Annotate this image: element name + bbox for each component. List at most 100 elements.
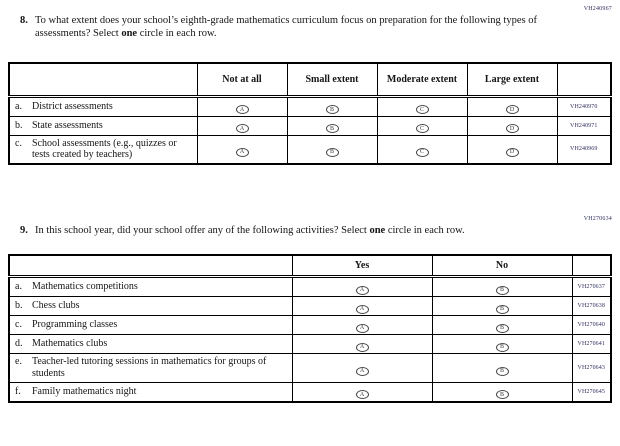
option-cell-no: B [431,334,573,355]
question-text-segment: circle in each row. [385,225,465,237]
answer-bubble-not-at-all[interactable]: A [235,124,249,134]
answer-bubble-not-at-all[interactable]: A [235,105,249,115]
row-text: Chess clubs [32,300,80,312]
answer-bubble-moderate-extent[interactable]: C [415,105,429,115]
row-item: b. State assessments [8,115,198,136]
answer-bubble-large-extent[interactable]: D [505,105,519,115]
answer-bubble-moderate-extent[interactable]: C [415,147,429,157]
answer-bubble-yes[interactable]: A [355,342,369,352]
option-cell-not-at-all: A [196,95,288,117]
question-8: VH240967 8. To what extent does your sch… [8,0,612,166]
option-column-header-yes: Yes [291,254,433,279]
table-row-a: a. District assessments A B C D VH240970 [8,95,612,117]
row-text: Mathematics clubs [32,338,108,350]
row-label: a. [15,100,22,112]
row-item: e. Teacher-led tutoring sessions in mathe… [8,353,293,383]
option-column-header-not-at-all: Not at all [196,62,288,98]
row-item: d. Mathematics clubs [8,334,293,355]
question-9-text: In this school year, did your school off… [35,225,537,238]
option-cell-yes: A [291,315,433,336]
answer-bubble-no[interactable]: B [495,366,509,376]
option-cell-large-extent: D [466,95,558,117]
option-cell-small-extent: B [286,95,378,117]
option-cell-small-extent: B [286,134,378,165]
code-column-header-blank [571,254,612,279]
answer-bubble-small-extent[interactable]: B [325,124,339,134]
question-text-segment: In this school year, did your school off… [35,225,370,237]
option-column-header-no: No [431,254,573,279]
answer-bubble-small-extent[interactable]: B [325,105,339,115]
row-item: f. Family mathematics night [8,381,293,403]
option-cell-moderate-extent: C [376,115,468,136]
item-column-header-blank [8,254,293,279]
option-cell-yes: A [291,381,433,403]
question-text-segment: To what extent does your school’s eighth… [35,15,537,39]
row-label: c. [15,319,22,331]
row-text: District assessments [32,100,113,112]
table-header-row: Not at all Small extent Moderate extent Lar… [8,62,612,98]
table-row-c: c. Programming classes A B VH270640 [8,315,612,336]
row-form-code: VH270637 [571,276,612,298]
answer-bubble-not-at-all[interactable]: A [235,147,249,157]
question-9-table: Yes No a. Mathematics competitions A B VH27063… [8,253,612,403]
answer-bubble-no[interactable]: B [495,304,509,314]
row-text: Family mathematics night [32,386,137,398]
option-column-header-large-extent: Large extent [466,62,558,98]
row-text: Teacher-led tutoring sessions in mathema… [32,356,267,380]
row-label: c. [15,137,22,149]
option-cell-no: B [431,276,573,298]
row-label: b. [15,119,23,131]
option-cell-yes: A [291,276,433,298]
option-cell-not-at-all: A [196,134,288,165]
row-label: b. [15,300,23,312]
row-text: Programming classes [32,319,118,331]
question-9-form-code: VH270634 [583,216,612,223]
answer-bubble-small-extent[interactable]: B [325,147,339,157]
question-8-text: To what extent does your school’s eighth… [35,15,537,40]
answer-bubble-large-extent[interactable]: D [505,124,519,134]
option-column-header-moderate-extent: Moderate extent [376,62,468,98]
option-cell-large-extent: D [466,134,558,165]
answer-bubble-moderate-extent[interactable]: C [415,124,429,134]
answer-bubble-no[interactable]: B [495,390,509,400]
option-column-header-small-extent: Small extent [286,62,378,98]
row-label: d. [15,338,23,350]
table-row-b: b. State assessments A B C D VH240971 [8,115,612,136]
row-form-code: VH270640 [571,315,612,336]
answer-bubble-no[interactable]: B [495,342,509,352]
row-form-code: VH270638 [571,296,612,317]
row-label: a. [15,281,22,293]
answer-bubble-yes[interactable]: A [355,323,369,333]
table-row-d: d. Mathematics clubs A B VH270641 [8,334,612,355]
row-item: b. Chess clubs [8,296,293,317]
row-form-code: VH240970 [556,95,612,117]
emphasized-word: one [121,27,138,39]
option-cell-large-extent: D [466,115,558,136]
table-header-row: Yes No [8,254,612,279]
table-row-b: b. Chess clubs A B VH270638 [8,296,612,317]
row-form-code: VH240969 [556,134,612,165]
question-9-number: 9. [20,225,28,237]
option-cell-no: B [431,353,573,383]
answer-bubble-no[interactable]: B [495,285,509,295]
question-9-prompt: 9. In this school year, did your school … [8,225,612,238]
emphasized-word: one [369,225,386,237]
option-cell-small-extent: B [286,115,378,136]
answer-bubble-large-extent[interactable]: D [505,147,519,157]
row-text: State assessments [32,119,103,131]
option-cell-yes: A [291,353,433,383]
option-cell-yes: A [291,296,433,317]
table-row-e: e. Teacher-led tutoring sessions in mathe… [8,353,612,383]
option-cell-not-at-all: A [196,115,288,136]
answer-bubble-yes[interactable]: A [355,304,369,314]
answer-bubble-yes[interactable]: A [355,285,369,295]
answer-bubble-yes[interactable]: A [355,390,369,400]
option-cell-moderate-extent: C [376,95,468,117]
question-8-number: 8. [20,15,28,26]
answer-bubble-no[interactable]: B [495,323,509,333]
answer-bubble-yes[interactable]: A [355,366,369,376]
row-form-code: VH240971 [556,115,612,136]
option-cell-moderate-extent: C [376,134,468,165]
row-form-code: VH270643 [571,353,612,383]
